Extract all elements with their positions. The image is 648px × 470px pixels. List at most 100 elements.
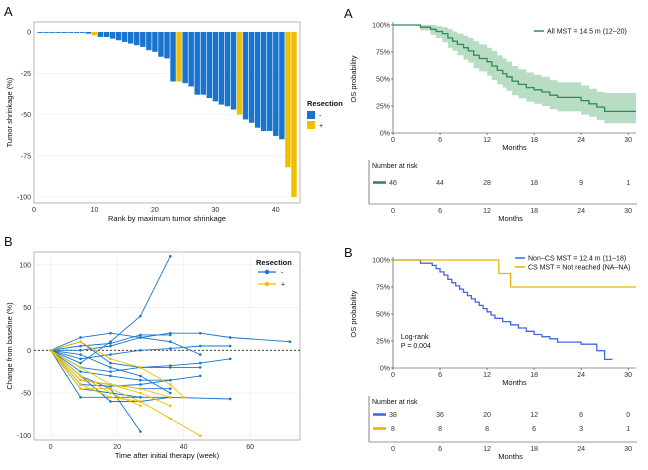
y-tick-label: -25: [21, 71, 31, 78]
risk-count: 8: [391, 426, 395, 433]
data-point: [79, 370, 82, 373]
data-point: [139, 333, 142, 337]
data-point: [169, 333, 172, 337]
bar: [267, 32, 273, 131]
x-tick-label: 18: [530, 372, 538, 379]
bar: [140, 32, 146, 47]
bar: [37, 32, 43, 33]
x-tick-label: 24: [577, 137, 585, 144]
risk-x-axis-label: Months: [498, 214, 523, 223]
data-point: [228, 397, 232, 401]
data-point: [79, 344, 82, 348]
legend-marker: [264, 269, 270, 275]
x-tick-label: 20: [113, 444, 121, 451]
risk-count: 1: [626, 426, 630, 433]
data-point: [109, 366, 112, 369]
data-point: [109, 357, 112, 361]
data-point: [198, 331, 202, 335]
legend-label: CS MST = Not reached (NA–NA): [528, 265, 630, 272]
risk-x-tick-label: 12: [483, 446, 491, 453]
data-point: [139, 391, 142, 395]
data-point: [139, 336, 142, 339]
data-point: [139, 404, 142, 408]
data-point: [109, 395, 112, 399]
bar: [279, 32, 285, 140]
y-tick-label: 75%: [376, 50, 390, 57]
x-tick-label: 18: [530, 137, 538, 144]
annotation-logrank: Log-rank: [401, 334, 429, 341]
data-point: [79, 340, 82, 344]
bar: [115, 32, 122, 41]
bar: [109, 32, 116, 39]
data-point: [198, 434, 202, 438]
bar: [134, 32, 140, 46]
x-tick-label: 40: [272, 207, 280, 214]
bar: [170, 32, 176, 82]
bar: [182, 32, 188, 84]
bar: [212, 32, 219, 102]
bar: [206, 32, 213, 98]
x-tick-label: 40: [180, 444, 188, 451]
data-point: [109, 383, 112, 386]
data-point: [169, 391, 172, 395]
bar: [164, 32, 170, 59]
risk-x-tick-label: 6: [438, 208, 442, 215]
x-tick-label: 0: [32, 207, 36, 214]
bar: [285, 32, 291, 168]
legend-label: All MST = 14.5 m (12–20): [547, 29, 627, 36]
data-point: [109, 361, 112, 365]
legend-swatch: [307, 121, 315, 129]
y-tick-label: -50: [21, 391, 31, 398]
data-point: [169, 347, 172, 350]
data-point: [109, 331, 112, 335]
data-point: [169, 378, 172, 382]
data-point: [49, 348, 52, 352]
risk-x-tick-label: 12: [483, 208, 491, 215]
bar: [200, 32, 206, 95]
x-tick-label: 10: [91, 207, 99, 214]
spider-chart: 100 50 0 -50 -100 0 20 40 60 Time after initial t…: [5, 251, 301, 460]
data-point: [109, 353, 112, 356]
x-tick-label: 20: [151, 207, 159, 214]
risk-count: 3: [579, 426, 583, 433]
bar: [128, 32, 134, 44]
data-point: [79, 366, 82, 369]
x-tick-label: 6: [438, 137, 442, 144]
risk-count: 6: [532, 426, 536, 433]
legend-label: +: [319, 123, 323, 130]
data-point: [139, 383, 142, 386]
series-line: [50, 350, 231, 400]
series-line: [50, 349, 141, 407]
survival-curve: [393, 259, 613, 361]
bar: [103, 32, 110, 37]
bar: [194, 32, 200, 95]
risk-table-all: Number at risk 46 44 28 18 9 1 0 6 12 18 24 30 Months: [368, 160, 637, 223]
bar: [236, 32, 243, 115]
data-point: [139, 400, 142, 403]
risk-x-tick-label: 18: [530, 208, 538, 215]
data-point: [109, 344, 112, 348]
risk-table-cs: Number at risk 38 36 20 12 6 0 8 8 8 6 3 1 0 6 12 18 24 30…: [368, 396, 637, 461]
risk-count: 38: [389, 412, 397, 419]
x-tick-label: 24: [577, 372, 585, 379]
x-tick-label: 30: [624, 137, 632, 144]
data-point: [139, 430, 142, 433]
risk-table-title: Number at risk: [372, 399, 418, 406]
x-tick-label: 12: [483, 372, 491, 379]
y-tick-label: 100%: [372, 258, 390, 265]
legend-marker: [264, 281, 270, 287]
risk-x-axis-label: Months: [498, 452, 523, 461]
data-point: [198, 361, 202, 365]
bar: [230, 32, 237, 110]
risk-x-tick-label: 24: [577, 208, 585, 215]
data-point: [169, 366, 172, 369]
risk-count: 46: [389, 180, 397, 187]
bar: [218, 32, 225, 105]
risk-count: 36: [436, 412, 444, 419]
data-point: [169, 387, 172, 391]
data-point: [109, 342, 112, 345]
y-tick-label: 25%: [376, 104, 390, 111]
y-tick-label: 0%: [380, 366, 390, 373]
